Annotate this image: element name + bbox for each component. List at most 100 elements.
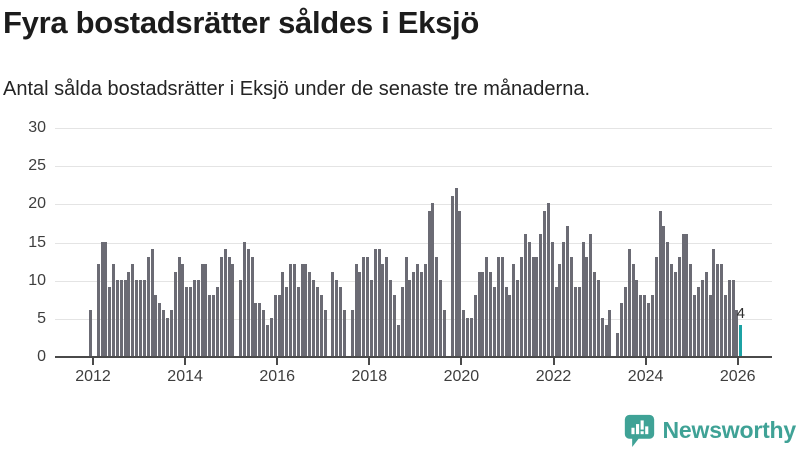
bar <box>189 287 193 356</box>
bar <box>396 325 400 356</box>
logo-exclamation-bar <box>640 420 644 430</box>
x-axis-tick <box>460 358 463 365</box>
bar <box>266 325 269 356</box>
bar <box>215 287 219 356</box>
bar <box>381 264 385 356</box>
bar <box>285 287 289 356</box>
bar <box>104 241 108 356</box>
bar <box>593 272 597 356</box>
bar <box>720 264 724 356</box>
bar <box>450 195 454 356</box>
bar <box>516 279 520 356</box>
x-axis-tick <box>92 358 94 365</box>
newsworthy-attribution: Newsworthy <box>623 413 796 448</box>
y-gridline <box>55 166 772 168</box>
bar <box>558 264 562 356</box>
bar <box>412 272 416 356</box>
bar <box>685 233 689 356</box>
bar <box>643 294 647 356</box>
x-axis-label: 2016 <box>259 368 295 385</box>
bar <box>335 279 339 356</box>
bar <box>281 272 285 356</box>
bar <box>173 272 177 356</box>
bar <box>727 279 731 356</box>
bar <box>319 294 323 356</box>
bar <box>481 272 485 356</box>
bar <box>454 188 458 356</box>
y-gridline <box>55 204 772 206</box>
bar <box>219 256 223 356</box>
bar <box>473 294 477 356</box>
x-axis-tick <box>368 358 371 365</box>
bar <box>323 310 327 356</box>
newsworthy-wordmark: Newsworthy <box>662 417 797 443</box>
bar <box>154 294 158 356</box>
logo-bar-short <box>630 427 635 435</box>
bar <box>696 287 700 356</box>
x-axis-label: 2024 <box>627 368 664 385</box>
bar <box>250 256 254 356</box>
bar <box>308 272 312 356</box>
bar <box>519 256 523 356</box>
bar <box>231 264 235 356</box>
bar <box>350 310 354 356</box>
bar <box>89 310 92 356</box>
bar <box>523 233 527 356</box>
bar <box>146 256 150 356</box>
bar <box>192 279 196 356</box>
bar <box>369 279 373 356</box>
bar <box>439 279 443 356</box>
bar <box>131 264 135 356</box>
bar <box>527 241 531 356</box>
y-axis-label: 0 <box>37 348 46 365</box>
bar <box>723 294 727 356</box>
bar <box>100 241 104 356</box>
newsworthy-logo-icon <box>624 414 654 447</box>
bar <box>677 256 681 356</box>
bar <box>700 279 704 356</box>
bar <box>423 264 427 356</box>
bar <box>650 294 654 356</box>
bar <box>485 256 489 356</box>
bar <box>570 256 573 356</box>
bar <box>512 264 516 356</box>
bar <box>704 272 708 356</box>
x-axis-label: 2022 <box>535 368 572 385</box>
bar <box>385 256 389 356</box>
bar <box>200 264 204 356</box>
bar <box>443 310 447 356</box>
y-axis-label: 15 <box>28 233 46 251</box>
bar <box>577 287 581 356</box>
bar <box>177 256 181 356</box>
bar <box>462 310 466 356</box>
bar <box>616 333 620 356</box>
bar <box>254 302 258 356</box>
bar <box>227 256 231 356</box>
page-title: Fyra bostadsrätter såldes i Eksjö <box>3 5 479 40</box>
bar <box>435 256 439 356</box>
bar <box>165 317 169 356</box>
bar <box>196 279 200 356</box>
bar <box>681 233 685 356</box>
bar <box>362 256 366 356</box>
bar <box>731 279 735 356</box>
bar <box>604 325 608 356</box>
bar <box>169 310 173 356</box>
bar <box>316 287 320 356</box>
bar <box>273 294 277 356</box>
bar <box>631 264 635 356</box>
bar <box>142 279 146 356</box>
bar <box>304 264 308 356</box>
bar <box>596 279 600 356</box>
bar <box>458 210 462 356</box>
bar <box>223 249 227 356</box>
bar <box>550 241 554 356</box>
bar <box>331 272 335 356</box>
bar <box>377 249 381 356</box>
bar <box>419 272 423 356</box>
bar <box>135 279 139 356</box>
bar <box>277 294 281 356</box>
bar-current-highlight <box>739 325 743 356</box>
y-gridline <box>55 128 772 129</box>
y-gridline <box>55 242 772 244</box>
